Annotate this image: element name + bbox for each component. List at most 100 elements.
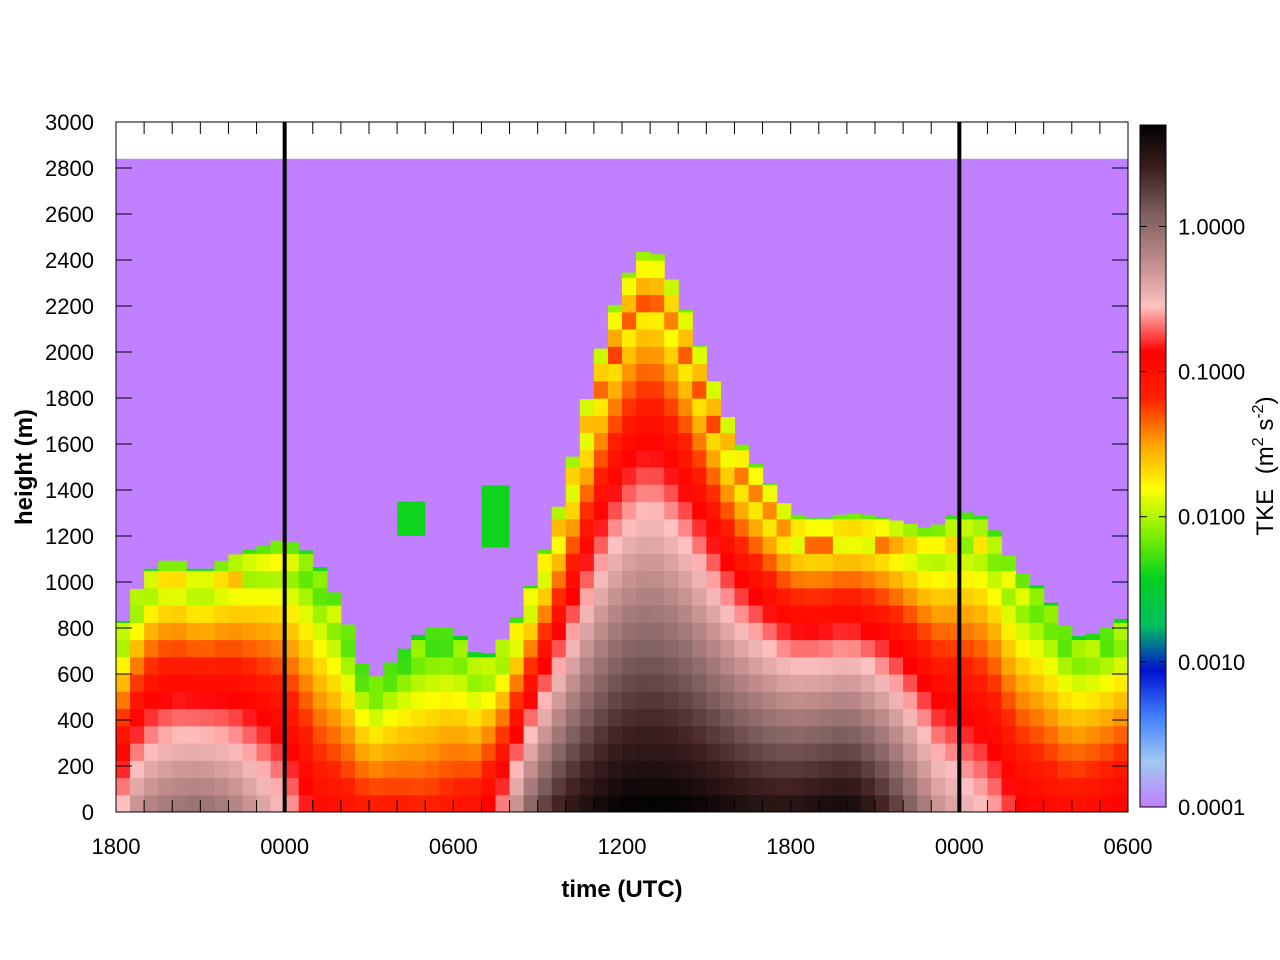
heatmap-cell bbox=[832, 622, 848, 641]
heatmap-cell bbox=[200, 570, 215, 589]
heatmap-cell bbox=[242, 777, 258, 796]
heatmap-cell bbox=[776, 605, 792, 623]
heatmap-cell bbox=[467, 777, 483, 796]
heatmap-cell bbox=[411, 794, 426, 812]
heatmap-cell bbox=[481, 708, 497, 727]
heatmap-cell bbox=[636, 760, 651, 779]
heatmap-cell bbox=[369, 743, 384, 761]
heatmap-patch bbox=[481, 485, 510, 548]
heatmap-cell bbox=[270, 639, 286, 658]
heatmap-cell bbox=[748, 536, 764, 554]
heatmap-cell bbox=[1001, 777, 1017, 796]
heatmap-cell bbox=[130, 725, 145, 744]
heatmap-cell bbox=[439, 691, 454, 710]
heatmap-cell bbox=[650, 311, 665, 330]
heatmap-cell bbox=[1029, 585, 1045, 589]
heatmap-cell bbox=[818, 760, 834, 779]
heatmap-cell bbox=[860, 708, 876, 727]
heatmap-cell bbox=[172, 639, 187, 658]
heatmap-cell bbox=[523, 622, 539, 641]
heatmap-cell bbox=[298, 794, 314, 812]
heatmap-cell bbox=[298, 760, 314, 779]
heatmap-cell bbox=[523, 674, 539, 692]
heatmap-cell bbox=[551, 518, 567, 537]
heatmap-cell bbox=[200, 674, 215, 692]
heatmap-cell bbox=[776, 536, 792, 554]
heatmap-cell bbox=[678, 536, 693, 554]
heatmap-cell bbox=[1113, 622, 1128, 641]
heatmap-cell bbox=[818, 691, 834, 710]
heatmap-cell bbox=[453, 636, 468, 641]
heatmap-cell bbox=[959, 708, 974, 727]
heatmap-cell bbox=[959, 794, 974, 812]
heatmap-cell bbox=[804, 656, 820, 675]
heatmap-cell bbox=[214, 656, 230, 675]
heatmap-cell bbox=[678, 777, 693, 796]
heatmap-cell bbox=[284, 587, 300, 606]
heatmap-cell bbox=[284, 542, 300, 554]
heatmap-cell bbox=[551, 553, 567, 572]
heatmap-cell bbox=[720, 656, 736, 675]
heatmap-cell bbox=[340, 639, 356, 658]
heatmap-cell bbox=[214, 777, 230, 796]
heatmap-cell bbox=[158, 656, 173, 675]
heatmap-cell bbox=[945, 794, 960, 812]
heatmap-cell bbox=[144, 708, 159, 727]
heatmap-cell bbox=[818, 536, 834, 554]
x-axis-title: time (UTC) bbox=[561, 876, 682, 903]
heatmap-cell bbox=[650, 708, 665, 727]
heatmap-cell bbox=[383, 708, 398, 727]
heatmap-cell bbox=[1043, 708, 1059, 727]
heatmap-cell bbox=[917, 553, 932, 572]
heatmap-cell bbox=[818, 708, 834, 727]
heatmap-cell bbox=[284, 605, 300, 623]
heatmap-cell bbox=[565, 691, 581, 710]
heatmap-cell bbox=[931, 691, 946, 710]
heatmap-cell bbox=[1057, 794, 1073, 812]
heatmap-cell bbox=[172, 743, 187, 761]
heatmap-cell bbox=[832, 605, 848, 623]
heatmap-cell bbox=[256, 570, 272, 589]
heatmap-cell bbox=[734, 570, 750, 589]
heatmap-cell bbox=[1015, 587, 1031, 606]
heatmap-cell bbox=[748, 674, 764, 692]
heatmap-cell bbox=[706, 622, 721, 641]
heatmap-cell bbox=[593, 656, 609, 675]
heatmap-cell bbox=[579, 743, 595, 761]
heatmap-cell bbox=[607, 380, 623, 399]
heatmap-cell bbox=[1057, 656, 1073, 675]
heatmap-cell bbox=[860, 622, 876, 641]
heatmap-cell bbox=[720, 416, 736, 434]
heatmap-cell bbox=[692, 345, 707, 347]
heatmap-cell bbox=[832, 656, 848, 675]
heatmap-cell bbox=[959, 622, 974, 641]
heatmap-cell bbox=[537, 708, 553, 727]
heatmap-cell bbox=[242, 605, 258, 623]
heatmap-cell bbox=[692, 518, 707, 537]
heatmap-cell bbox=[242, 553, 258, 572]
colorbar-title-unit: s bbox=[1252, 419, 1279, 438]
heatmap-cell bbox=[326, 725, 342, 744]
heatmap-cell bbox=[607, 518, 623, 537]
heatmap-cell bbox=[1071, 674, 1087, 692]
heatmap-cell bbox=[917, 587, 932, 606]
heatmap-cell bbox=[720, 777, 736, 796]
heatmap-cell bbox=[678, 501, 693, 520]
heatmap-cell bbox=[790, 743, 806, 761]
heatmap-cell bbox=[762, 501, 778, 520]
heatmap-cell bbox=[622, 415, 637, 434]
heatmap-cell bbox=[692, 501, 707, 520]
heatmap-cell bbox=[284, 656, 300, 675]
heatmap-cell bbox=[1057, 760, 1073, 779]
heatmap-cell bbox=[607, 311, 623, 330]
x-tick-label: 0600 bbox=[429, 834, 478, 859]
heatmap-cell bbox=[172, 777, 187, 796]
heatmap-cell bbox=[664, 432, 679, 451]
heatmap-cell bbox=[987, 708, 1003, 727]
heatmap-cell bbox=[1015, 656, 1031, 675]
heatmap-cell bbox=[622, 380, 637, 399]
heatmap-cell bbox=[579, 570, 595, 589]
x-tick-label: 1800 bbox=[92, 834, 141, 859]
heatmap-cell bbox=[144, 568, 159, 572]
heatmap-cell bbox=[214, 794, 230, 812]
